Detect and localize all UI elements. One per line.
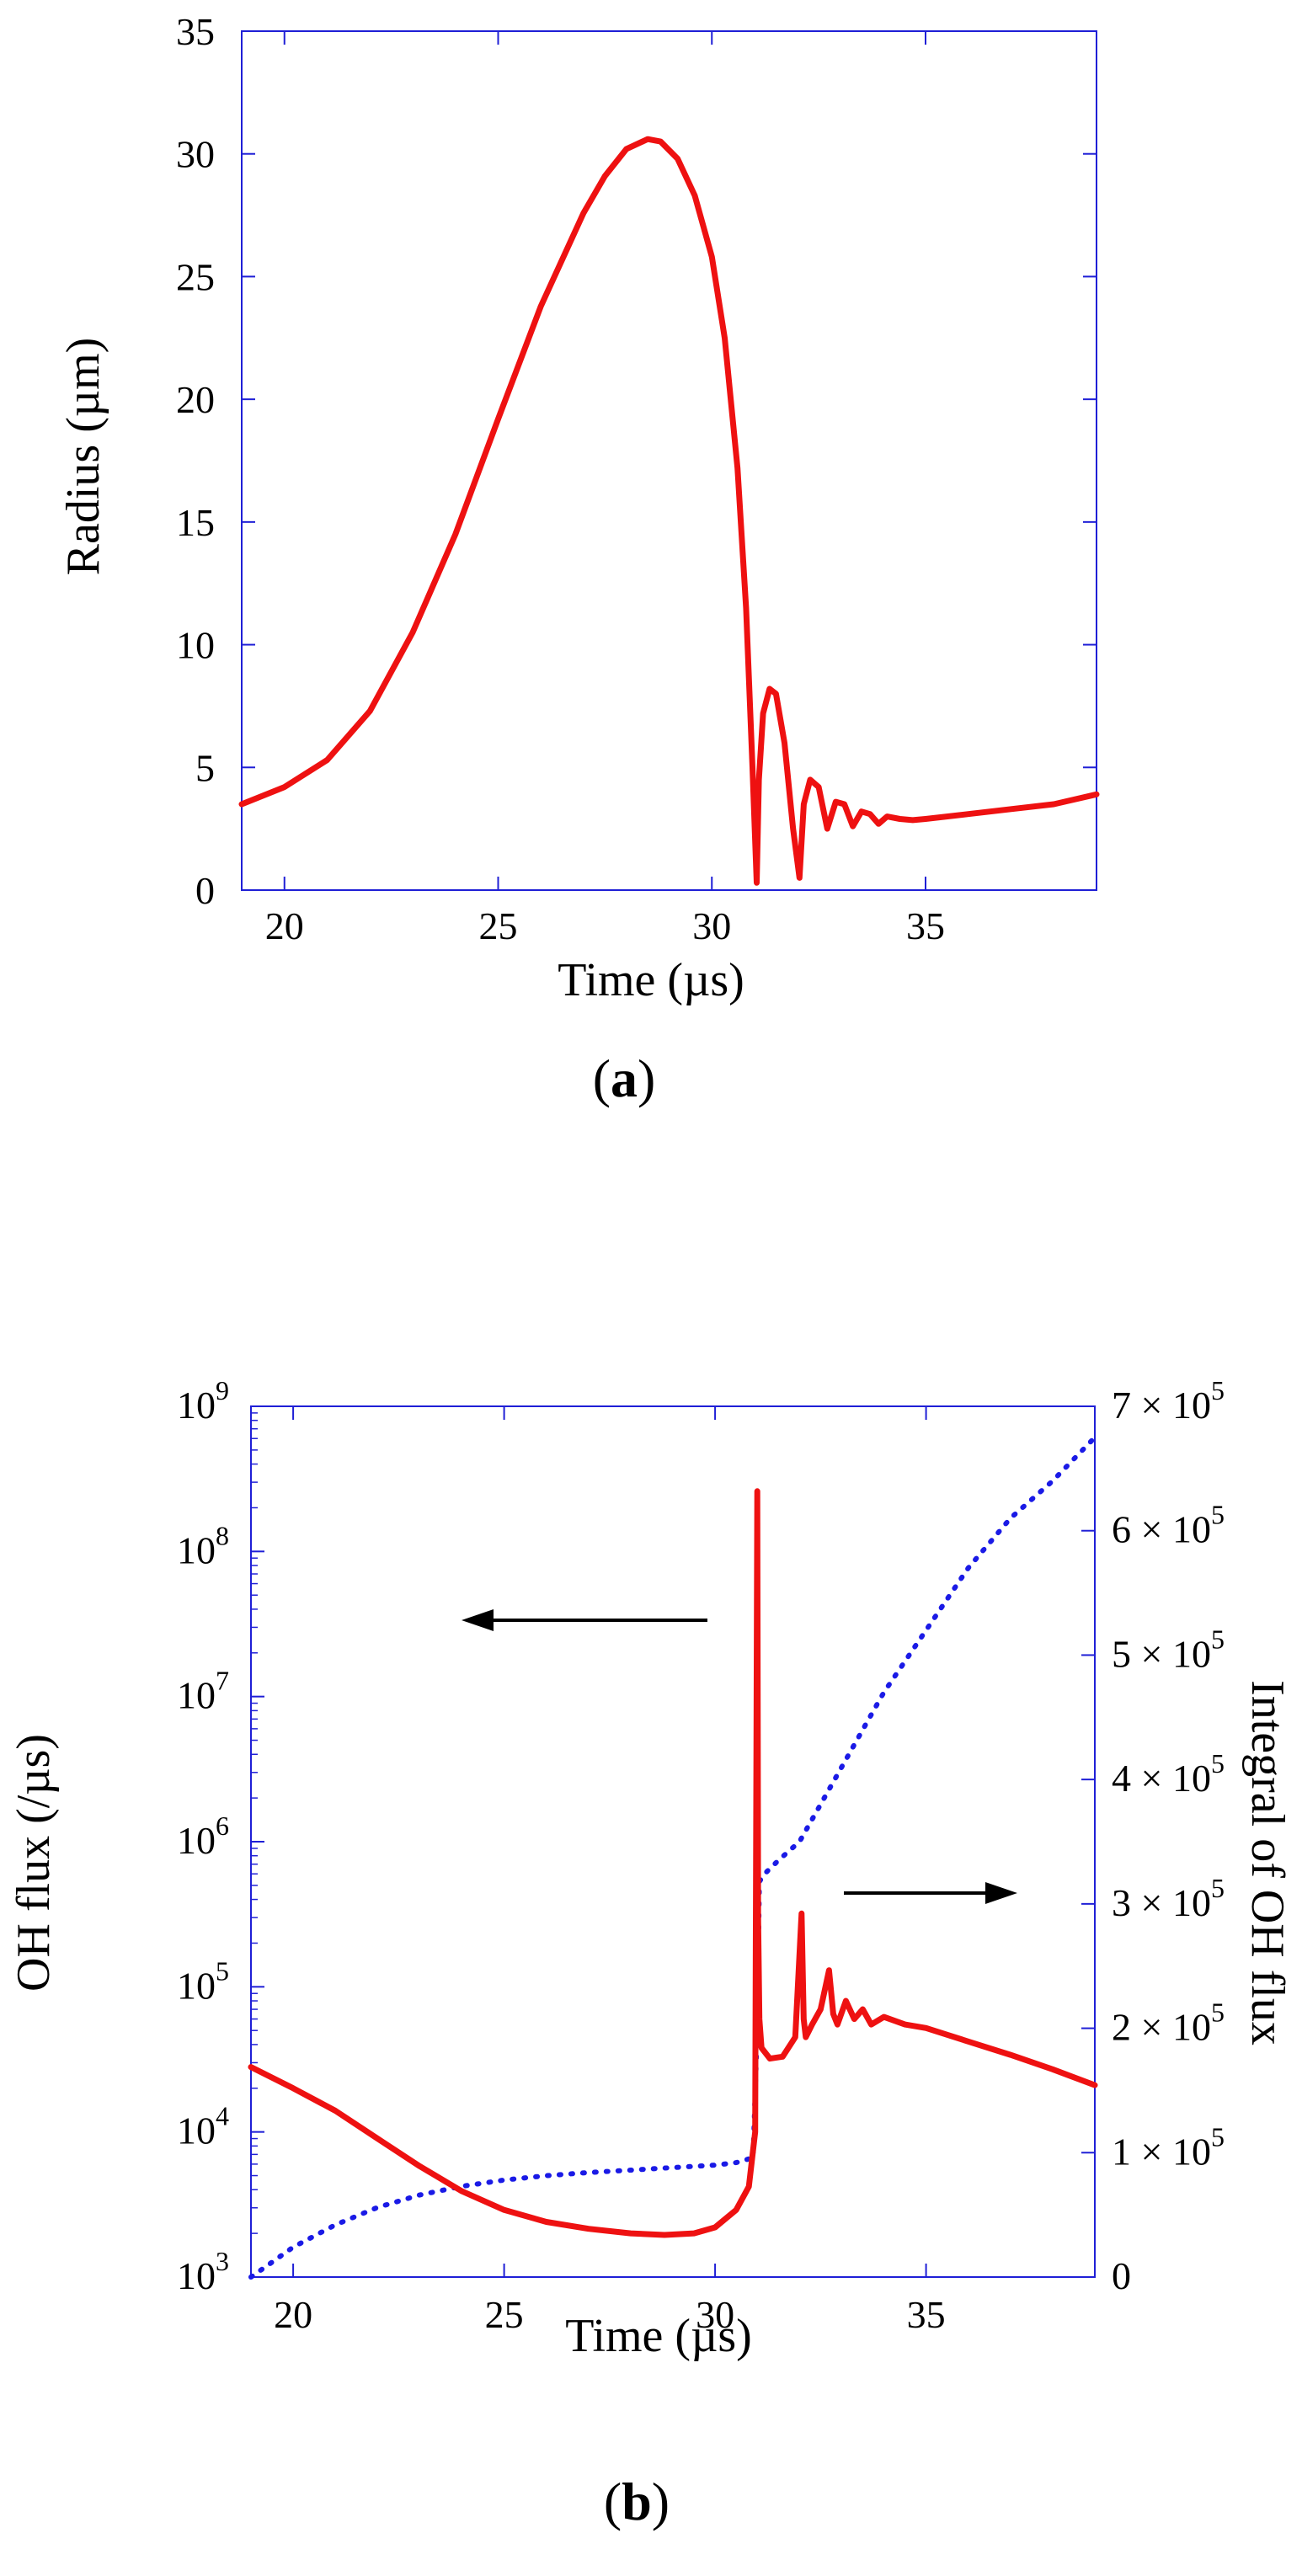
panel-b-x-tick-label: 20 bbox=[274, 2293, 312, 2336]
log-tick-base: 10 bbox=[177, 1819, 216, 1862]
panel-a-x-tick-label: 30 bbox=[692, 904, 731, 947]
log-tick-exponent: 7 bbox=[216, 1666, 229, 1696]
log-tick-exponent: 9 bbox=[216, 1375, 229, 1405]
panel-b-oh-flux-series-line bbox=[248, 1488, 1098, 2238]
log-tick-exponent: 8 bbox=[216, 1520, 229, 1550]
panel-b-left-y-axis-label: OH flux (/µs) bbox=[8, 1734, 60, 1992]
panel-b-right-y-tick-label: 7 × 105 bbox=[1112, 1375, 1225, 1427]
panel-b-caption-letter: b bbox=[622, 2472, 652, 2531]
log-tick-exponent: 6 bbox=[216, 1811, 229, 1841]
panel-a-plot-frame bbox=[241, 30, 1097, 891]
panel-b-left-y-tick-label: 109 bbox=[177, 1375, 229, 1427]
panel-a-y-axis-label: Radius (µm) bbox=[57, 338, 109, 576]
panel-b-left-y-tick-label: 105 bbox=[177, 1955, 229, 2007]
panel-a-y-tick-label: 15 bbox=[176, 501, 215, 544]
panel-a-caption-open: ( bbox=[593, 1048, 611, 1108]
panel-b-right-y-tick-label: 6 × 105 bbox=[1112, 1500, 1225, 1551]
right-tick-exponent: 5 bbox=[1211, 1748, 1225, 1779]
right-tick-exponent: 5 bbox=[1211, 2121, 1225, 2152]
panel-a-x-ticks: 20 25 30 35 bbox=[265, 31, 945, 947]
panel-a-y-ticks: 0 5 10 15 20 25 30 35 bbox=[176, 10, 1097, 912]
right-tick-exponent: 5 bbox=[1211, 1375, 1225, 1405]
right-tick-mantissa: 4 × 10 bbox=[1112, 1757, 1211, 1800]
panel-a-y-tick-label: 10 bbox=[176, 624, 215, 667]
panel-b-caption: (b) bbox=[604, 2472, 670, 2531]
right-tick-mantissa: 0 bbox=[1112, 2254, 1131, 2297]
panel-a-caption-letter: a bbox=[611, 1048, 638, 1108]
left-arrow-head bbox=[462, 1609, 494, 1631]
log-tick-base: 10 bbox=[177, 2109, 216, 2152]
right-tick-exponent: 5 bbox=[1211, 1624, 1225, 1654]
panel-a-y-tick-label: 35 bbox=[176, 10, 215, 53]
panel-b-left-arrow bbox=[462, 1609, 707, 1631]
panel-b-left-y-tick-label: 107 bbox=[177, 1666, 229, 1717]
panel-a-y-tick-label: 5 bbox=[195, 746, 215, 789]
panel-a-x-tick-label: 20 bbox=[265, 904, 304, 947]
right-tick-mantissa: 3 × 10 bbox=[1112, 1881, 1211, 1924]
panel-a-y-tick-label: 25 bbox=[176, 255, 215, 298]
panel-b-caption-close: ) bbox=[652, 2472, 670, 2531]
log-tick-exponent: 4 bbox=[216, 2101, 229, 2131]
log-tick-base: 10 bbox=[177, 1964, 216, 2007]
right-tick-mantissa: 5 × 10 bbox=[1112, 1632, 1211, 1675]
right-tick-mantissa: 1 × 10 bbox=[1112, 2130, 1211, 2173]
log-tick-base: 10 bbox=[177, 1528, 216, 1571]
panel-b-x-axis-label: Time (µs) bbox=[565, 2310, 752, 2362]
right-arrow-head bbox=[985, 1882, 1017, 1904]
panel-b-left-y-tick-label: 104 bbox=[177, 2101, 229, 2152]
panel-a-y-tick-label: 0 bbox=[195, 869, 215, 912]
panel-b-x-tick-label: 35 bbox=[907, 2293, 946, 2336]
panel-b-x-tick-label: 25 bbox=[485, 2293, 524, 2336]
panel-b-left-y-tick-label: 108 bbox=[177, 1520, 229, 1571]
right-tick-exponent: 5 bbox=[1211, 1500, 1225, 1530]
panel-b-left-y-tick-label: 103 bbox=[177, 2246, 229, 2297]
panel-b-plot-frame bbox=[250, 1405, 1096, 2278]
right-tick-mantissa: 6 × 10 bbox=[1112, 1508, 1211, 1551]
panel-b-right-y-axis-label: Integral of OH flux bbox=[1241, 1680, 1294, 2045]
panel-b-x-tick-label: 30 bbox=[696, 2293, 734, 2336]
panel-b-left-y-tick-label: 106 bbox=[177, 1811, 229, 1862]
log-tick-exponent: 5 bbox=[216, 1955, 229, 1986]
right-tick-exponent: 5 bbox=[1211, 1997, 1225, 2028]
panel-b-caption-open: ( bbox=[604, 2472, 622, 2531]
panel-a-y-tick-label: 30 bbox=[176, 133, 215, 176]
log-tick-base: 10 bbox=[177, 1674, 216, 1717]
panel-b-right-y-tick-label: 1 × 105 bbox=[1112, 2121, 1225, 2173]
panel-b-right-arrow bbox=[844, 1882, 1017, 1904]
panel-b-right-y-tick-label: 5 × 105 bbox=[1112, 1624, 1225, 1675]
right-tick-mantissa: 2 × 10 bbox=[1112, 2006, 1211, 2049]
right-tick-mantissa: 7 × 10 bbox=[1112, 1384, 1211, 1427]
panel-b-x-ticks: 20 25 30 35 bbox=[274, 1406, 946, 2336]
panel-a-x-tick-label: 25 bbox=[479, 904, 518, 947]
panel-a-x-axis-label: Time (µs) bbox=[558, 954, 744, 1006]
panel-a-radius-series-line bbox=[238, 136, 1100, 886]
panel-b-right-y-tick-label: 3 × 105 bbox=[1112, 1873, 1225, 1924]
panel-a-radius-chart: 20 25 30 35 0 5 10 15 20 25 30 35 Time (µs) Radius… bbox=[57, 10, 1100, 1108]
panel-a-caption-close: ) bbox=[638, 1048, 655, 1108]
panel-b-right-y-tick-label: 4 × 105 bbox=[1112, 1748, 1225, 1800]
panel-b-right-y-tick-label: 2 × 105 bbox=[1112, 1997, 1225, 2049]
right-tick-exponent: 5 bbox=[1211, 1873, 1225, 1903]
panel-a-caption: (a) bbox=[593, 1048, 656, 1108]
log-tick-base: 10 bbox=[177, 2254, 216, 2297]
panel-b-right-y-tick-label: 0 bbox=[1112, 2254, 1131, 2297]
panel-a-x-tick-label: 35 bbox=[906, 904, 945, 947]
log-tick-exponent: 3 bbox=[216, 2246, 229, 2276]
log-tick-base: 10 bbox=[177, 1384, 216, 1427]
panel-b-integral-series-line bbox=[248, 1434, 1097, 2280]
panel-a-y-tick-label: 20 bbox=[176, 378, 215, 421]
